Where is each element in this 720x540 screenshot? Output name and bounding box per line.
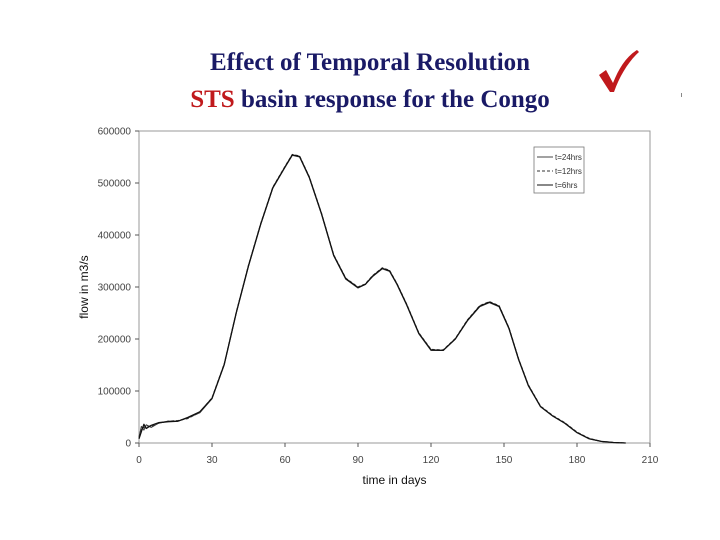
series-line-2 bbox=[138, 153, 626, 444]
y-tick-label: 500000 bbox=[98, 179, 132, 190]
x-tick-label: 150 bbox=[496, 455, 513, 466]
x-tick-label: 90 bbox=[352, 455, 364, 466]
check-mark-icon bbox=[599, 50, 639, 92]
y-tick-label: 300000 bbox=[98, 283, 132, 294]
title-accent-sts: STS bbox=[190, 86, 235, 113]
series-line-1 bbox=[138, 154, 626, 444]
y-tick-label: 200000 bbox=[98, 335, 132, 346]
x-tick-label: 0 bbox=[136, 455, 142, 466]
legend-label: t=6hrs bbox=[555, 181, 577, 190]
legend-label: t=24hrs bbox=[555, 153, 582, 162]
x-tick-label: 210 bbox=[642, 455, 659, 466]
y-axis-label: flow in m3/s bbox=[77, 255, 91, 318]
stray-tick-mark bbox=[681, 93, 682, 97]
x-tick-label: 30 bbox=[206, 455, 218, 466]
x-tick-label: 120 bbox=[423, 455, 440, 466]
title-line-2-rest: basin response for the Congo bbox=[234, 86, 550, 113]
title-line-1: Effect of Temporal Resolution bbox=[209, 49, 531, 76]
y-tick-label: 0 bbox=[125, 439, 131, 450]
title-line-2: STS basin response for the Congo bbox=[150, 81, 590, 118]
y-tick-label: 100000 bbox=[98, 387, 132, 398]
y-tick-label: 600000 bbox=[98, 127, 132, 138]
x-tick-label: 60 bbox=[279, 455, 291, 466]
slide-title: Effect of Temporal Resolution STS basin … bbox=[150, 44, 590, 118]
series-line-3 bbox=[138, 154, 626, 444]
x-tick-label: 180 bbox=[569, 455, 586, 466]
x-axis-label: time in days bbox=[362, 473, 426, 487]
y-tick-label: 400000 bbox=[98, 231, 132, 242]
legend-label: t=12hrs bbox=[555, 167, 582, 176]
